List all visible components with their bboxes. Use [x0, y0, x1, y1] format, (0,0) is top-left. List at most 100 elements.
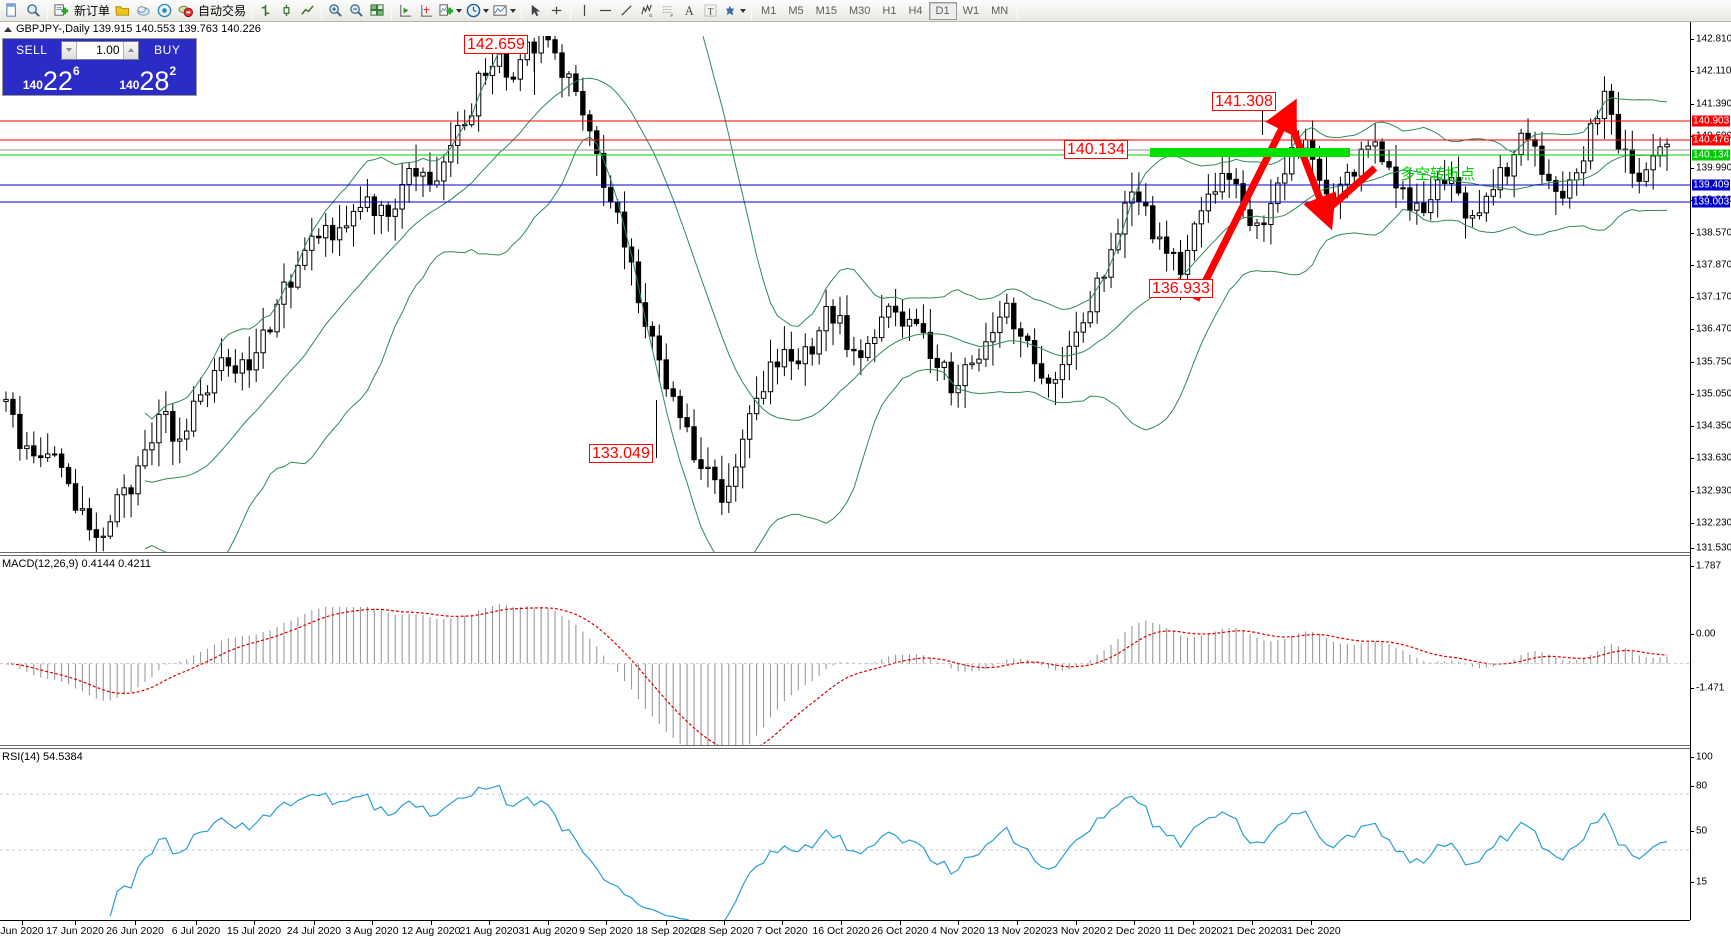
- pane-divider[interactable]: [0, 552, 1731, 556]
- timeframe-button-m1[interactable]: M1: [761, 4, 777, 17]
- chevron-down-icon[interactable]: [740, 8, 747, 13]
- timeframe-button-d1[interactable]: D1: [928, 1, 957, 20]
- price-tick: [1691, 104, 1694, 105]
- bar-chart-icon[interactable]: [255, 1, 276, 21]
- scroll-end-icon[interactable]: [395, 1, 416, 21]
- price-tick: [1691, 882, 1694, 883]
- time-tick: [724, 921, 725, 925]
- volume-increment-button[interactable]: [122, 41, 138, 59]
- time-tick-label: 2 Dec 2020: [1107, 925, 1161, 937]
- chevron-down-icon[interactable]: [483, 8, 490, 13]
- timeframe-button-w1[interactable]: W1: [962, 4, 980, 17]
- price-tick: [1691, 233, 1694, 234]
- price-tick-label: 136.470: [1696, 323, 1731, 335]
- volume-decrement-button[interactable]: [61, 41, 77, 59]
- price-tick-label: 1.787: [1696, 560, 1722, 572]
- macd-indicator-label: MACD(12,26,9) 0.4144 0.4211: [2, 558, 154, 570]
- collapse-triangle-icon[interactable]: [4, 26, 12, 32]
- candlestick-chart-icon[interactable]: [276, 1, 297, 21]
- time-tick: [548, 921, 549, 925]
- timeframe-button-h4[interactable]: H4: [908, 4, 923, 17]
- rsi-canvas[interactable]: [0, 752, 1690, 920]
- crosshair-icon[interactable]: [546, 1, 567, 21]
- volume-input[interactable]: 1.00: [76, 41, 123, 59]
- price-tick: [1691, 71, 1694, 72]
- main-toolbar: 新订单 自动交易: [0, 0, 1731, 22]
- timeframe-button-m30[interactable]: M30: [849, 4, 871, 17]
- time-tick: [1076, 921, 1077, 925]
- zoom-search-icon[interactable]: [23, 1, 44, 21]
- rsi-pane[interactable]: [0, 752, 1690, 920]
- text-icon[interactable]: A: [679, 1, 700, 21]
- new-order-icon[interactable]: [51, 1, 72, 21]
- time-tick-label: 28 Sep 2020: [694, 925, 754, 937]
- macd-pane[interactable]: [0, 559, 1690, 749]
- price-tick-label: 142.110: [1696, 65, 1731, 77]
- cursor-icon[interactable]: [525, 1, 546, 21]
- price-scale[interactable]: 142.810142.110141.390140.690139.990139.2…: [1690, 22, 1731, 920]
- time-tick-label: 26 Oct 2020: [871, 925, 929, 937]
- zoom-in-icon[interactable]: [325, 1, 346, 21]
- price-level-box: 140.134: [1692, 149, 1731, 161]
- time-tick: [314, 921, 315, 925]
- time-tick: [1017, 921, 1018, 925]
- chevron-down-icon[interactable]: [456, 8, 463, 13]
- volume-stepper[interactable]: 1.00: [60, 40, 139, 60]
- buy-price-display[interactable]: 140 28 2: [100, 61, 195, 95]
- vertical-line-icon[interactable]: [574, 1, 595, 21]
- new-chart-icon[interactable]: [2, 1, 23, 21]
- trendline-icon[interactable]: [616, 1, 637, 21]
- macd-canvas[interactable]: [0, 559, 1690, 749]
- sell-price-display[interactable]: 140 22 6: [4, 61, 99, 97]
- horizontal-line-icon[interactable]: [595, 1, 616, 21]
- price-tick-label: 141.390: [1696, 98, 1731, 110]
- time-tick-label: 13 Nov 2020: [987, 925, 1047, 937]
- timeframe-button-h1[interactable]: H1: [882, 4, 897, 17]
- one-click-trading-panel[interactable]: SELL 1.00 BUY 140 22 6 140 28 2: [2, 38, 197, 96]
- zoom-out-icon[interactable]: [346, 1, 367, 21]
- toolbar-separator: [521, 1, 523, 20]
- chart-shift-icon[interactable]: [416, 1, 437, 21]
- toolbar-separator: [251, 1, 253, 20]
- navigator-icon[interactable]: [154, 1, 175, 21]
- tile-windows-icon[interactable]: [367, 1, 388, 21]
- indicators-icon[interactable]: [437, 1, 464, 21]
- time-tick-label: 21 Aug 2020: [459, 925, 519, 937]
- autotrading-label[interactable]: 自动交易: [198, 4, 247, 18]
- rsi-indicator-label: RSI(14) 54.5384: [2, 751, 86, 763]
- text-label-icon[interactable]: T: [700, 1, 721, 21]
- elliott-wave-icon[interactable]: E: [637, 1, 658, 21]
- objects-icon[interactable]: [721, 1, 748, 21]
- data-window-icon[interactable]: [133, 1, 154, 21]
- time-tick: [841, 921, 842, 925]
- timeframe-button-m15[interactable]: M15: [815, 4, 837, 17]
- period-clock-icon[interactable]: [464, 1, 491, 21]
- chevron-down-icon[interactable]: [510, 8, 517, 13]
- sell-button[interactable]: SELL: [16, 43, 48, 57]
- price-tick-label: 132.230: [1696, 517, 1731, 529]
- price-chart-canvas[interactable]: [0, 36, 1690, 556]
- time-tick: [75, 921, 76, 925]
- fibonacci-icon[interactable]: F: [658, 1, 679, 21]
- price-tick-label: 134.350: [1696, 420, 1731, 432]
- sell-price-pips: 22: [42, 66, 73, 97]
- price-tick: [1691, 265, 1694, 266]
- templates-icon[interactable]: [491, 1, 518, 21]
- time-tick-label: 31 Aug 2020: [518, 925, 578, 937]
- buy-button[interactable]: BUY: [154, 43, 181, 57]
- timeframe-button-m5[interactable]: M5: [788, 4, 804, 17]
- new-order-label[interactable]: 新订单: [74, 4, 111, 18]
- time-scale[interactable]: Jun 2020 17 Jun 2020 26 Jun 2020 6 Jul 2020…: [0, 920, 1690, 942]
- price-tick: [1691, 634, 1694, 635]
- pane-divider[interactable]: [0, 745, 1731, 749]
- price-tick-label: 80: [1696, 780, 1708, 792]
- main-price-pane[interactable]: [0, 36, 1690, 556]
- folder-icon[interactable]: [112, 1, 133, 21]
- svg-text:F: F: [670, 13, 673, 18]
- price-tick-label: 50: [1696, 825, 1708, 837]
- autotrading-icon[interactable]: [175, 1, 196, 21]
- time-tick-label: 16 Oct 2020: [812, 925, 870, 937]
- line-chart-icon[interactable]: [297, 1, 318, 21]
- timeframe-button-mn[interactable]: MN: [991, 4, 1009, 17]
- buy-price-fraction: 2: [169, 64, 177, 78]
